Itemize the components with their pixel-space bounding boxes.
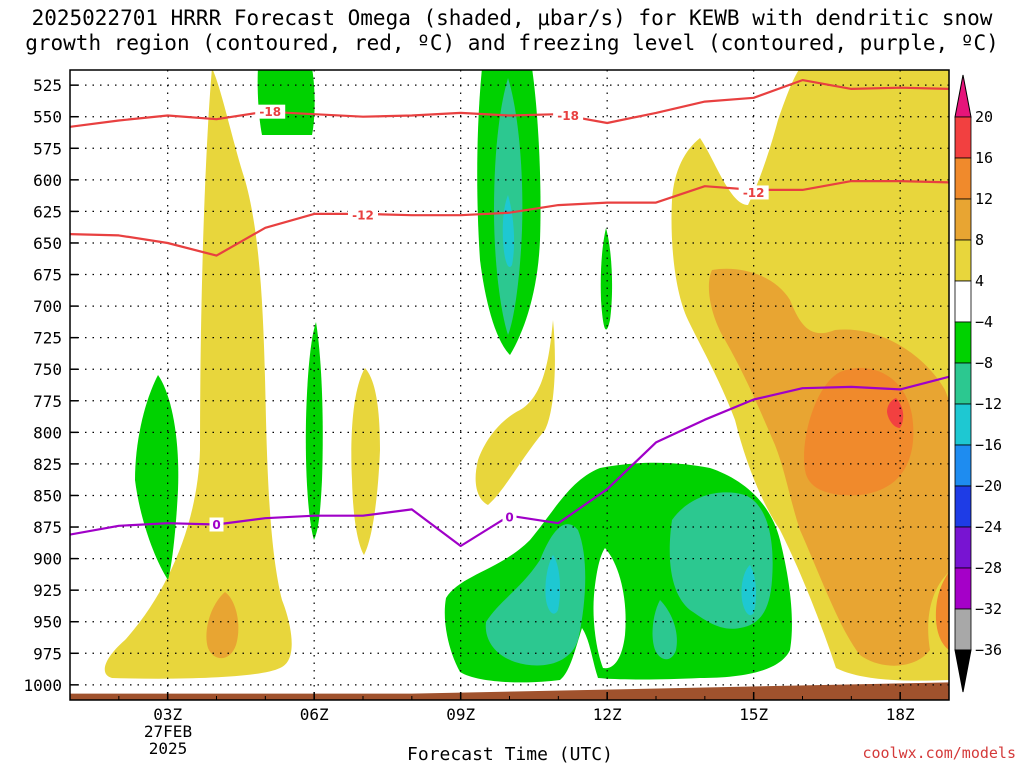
contour-label-bg — [502, 509, 517, 524]
y-tick-label: 775 — [33, 392, 62, 411]
colorbar-label: −4 — [975, 313, 993, 331]
colorbar-band — [954, 280, 972, 323]
contour-label-bg — [209, 517, 224, 532]
colorbar-label: 4 — [975, 272, 984, 290]
x-tick-label: 18Z — [886, 705, 915, 724]
y-tick-label: 700 — [33, 297, 62, 316]
omega-area-orange-dark — [804, 367, 914, 496]
omega-area-cyan-3 — [741, 565, 757, 616]
y-tick-label: 675 — [33, 266, 62, 285]
contour-label-bg — [553, 108, 584, 123]
y-tick-label: 950 — [33, 613, 62, 632]
colorbar-band — [954, 157, 972, 200]
colorbar-band — [954, 608, 972, 651]
colorbar-band — [954, 485, 972, 528]
y-tick-label: 650 — [33, 234, 62, 253]
colorbar-label: 20 — [975, 108, 993, 126]
colorbar-band — [954, 239, 972, 282]
x-axis-label: Forecast Time (UTC) — [407, 744, 613, 765]
colorbar-bottom-arrow — [954, 649, 972, 693]
omega-shading — [70, 70, 949, 700]
omega-area-orange-light-2 — [206, 592, 239, 659]
x-tick-label: 06Z — [300, 705, 329, 724]
contour-line — [70, 78, 949, 128]
x-tick-label: 12Z — [593, 705, 622, 724]
colorbar-label: −8 — [975, 354, 993, 372]
colorbar-label: −24 — [975, 518, 1002, 536]
x-axis: 03Z 06Z 09Z 12Z 15Z 18Z — [69, 692, 950, 724]
terrain-surface — [70, 682, 949, 700]
y-tick-label: 825 — [33, 455, 62, 474]
y-tick-label: 550 — [33, 108, 62, 127]
colorbar-label: 8 — [975, 231, 984, 249]
x-tick-label: 15Z — [739, 705, 768, 724]
contour-label: -12 — [743, 186, 765, 200]
date-label-year: 2025 — [149, 739, 188, 758]
omega-area-green-2 — [135, 375, 179, 580]
contour-label: -12 — [352, 209, 374, 223]
x-tick-label: 09Z — [446, 705, 475, 724]
chart-title: 2025022701 HRRR Forecast Omega (shaded, … — [0, 6, 1024, 56]
colorbar-label: −32 — [975, 600, 1002, 618]
colorbar-label: −28 — [975, 559, 1002, 577]
omega-area-cyan-2 — [545, 555, 561, 614]
colorbar-band — [954, 198, 972, 241]
colorbar-band — [954, 116, 972, 159]
y-tick-label: 800 — [33, 423, 62, 442]
contour-label-bg — [738, 185, 769, 200]
title-line-2: growth region (contoured, red, ºC) and f… — [25, 31, 999, 55]
colorbar-band — [954, 321, 972, 364]
colorbar-label: −36 — [975, 641, 1002, 659]
colorbar-label: 16 — [975, 149, 993, 167]
contour-label: 0 — [212, 518, 220, 532]
credit-text: coolwx.com/models — [862, 744, 1016, 762]
contour-labels: -18 -18 -12 -12 0 0 — [209, 104, 769, 532]
colorbar-band — [954, 362, 972, 405]
contour-label-bg — [255, 104, 286, 119]
omega-area-green-1 — [257, 70, 315, 135]
colorbar-label: −16 — [975, 436, 1002, 454]
y-tick-label: 750 — [33, 360, 62, 379]
omega-area-yellow-3 — [475, 320, 555, 505]
y-tick-label: 525 — [33, 76, 62, 95]
colorbar-label: 12 — [975, 190, 993, 208]
omega-area-yellow-2 — [351, 368, 380, 555]
omega-area-teal-2 — [485, 524, 586, 666]
contour-label-bg — [348, 208, 378, 223]
contour-label: -18 — [259, 105, 281, 119]
y-tick-label: 625 — [33, 202, 62, 221]
omega-area-red — [887, 398, 904, 428]
contour-line — [70, 180, 949, 257]
colorbar-label: −12 — [975, 395, 1002, 413]
colorbar-band — [954, 526, 972, 569]
y-tick-label: 975 — [33, 644, 62, 663]
omega-area-white-hole — [593, 548, 626, 669]
colorbar-band — [954, 444, 972, 487]
y-tick-label: 725 — [33, 329, 62, 348]
y-tick-label: 875 — [33, 518, 62, 537]
omega-area-yellow-1 — [104, 70, 292, 679]
x-tick-label: 03Z — [153, 705, 182, 724]
y-tick-label: 925 — [33, 581, 62, 600]
y-tick-label: 850 — [33, 486, 62, 505]
colorbar-top-arrow — [954, 74, 972, 118]
omega-area-orange-dark-2 — [935, 572, 949, 650]
contour-label: -18 — [557, 109, 579, 123]
omega-area-green-5 — [600, 228, 613, 330]
contour-label: 0 — [505, 510, 513, 524]
y-tick-label: 1000 — [23, 676, 62, 695]
colorbar: 20 16 12 8 4 −4 −8 −12 −16 −20 −24 −28 −32 −36 — [954, 74, 1002, 693]
y-tick-label: 900 — [33, 550, 62, 569]
colorbar-label: −20 — [975, 477, 1002, 495]
date-label-day: 27FEB — [144, 722, 192, 741]
y-axis: 525 550 575 600 625 650 675 700 725 750 775 800 825 8… — [23, 76, 78, 695]
colorbar-band — [954, 403, 972, 446]
y-tick-label: 600 — [33, 171, 62, 190]
title-line-1: 2025022701 HRRR Forecast Omega (shaded, … — [31, 6, 993, 30]
grid-lines — [70, 70, 949, 700]
omega-area-teal-4 — [652, 600, 677, 660]
y-tick-label: 575 — [33, 139, 62, 158]
colorbar-band — [954, 567, 972, 610]
